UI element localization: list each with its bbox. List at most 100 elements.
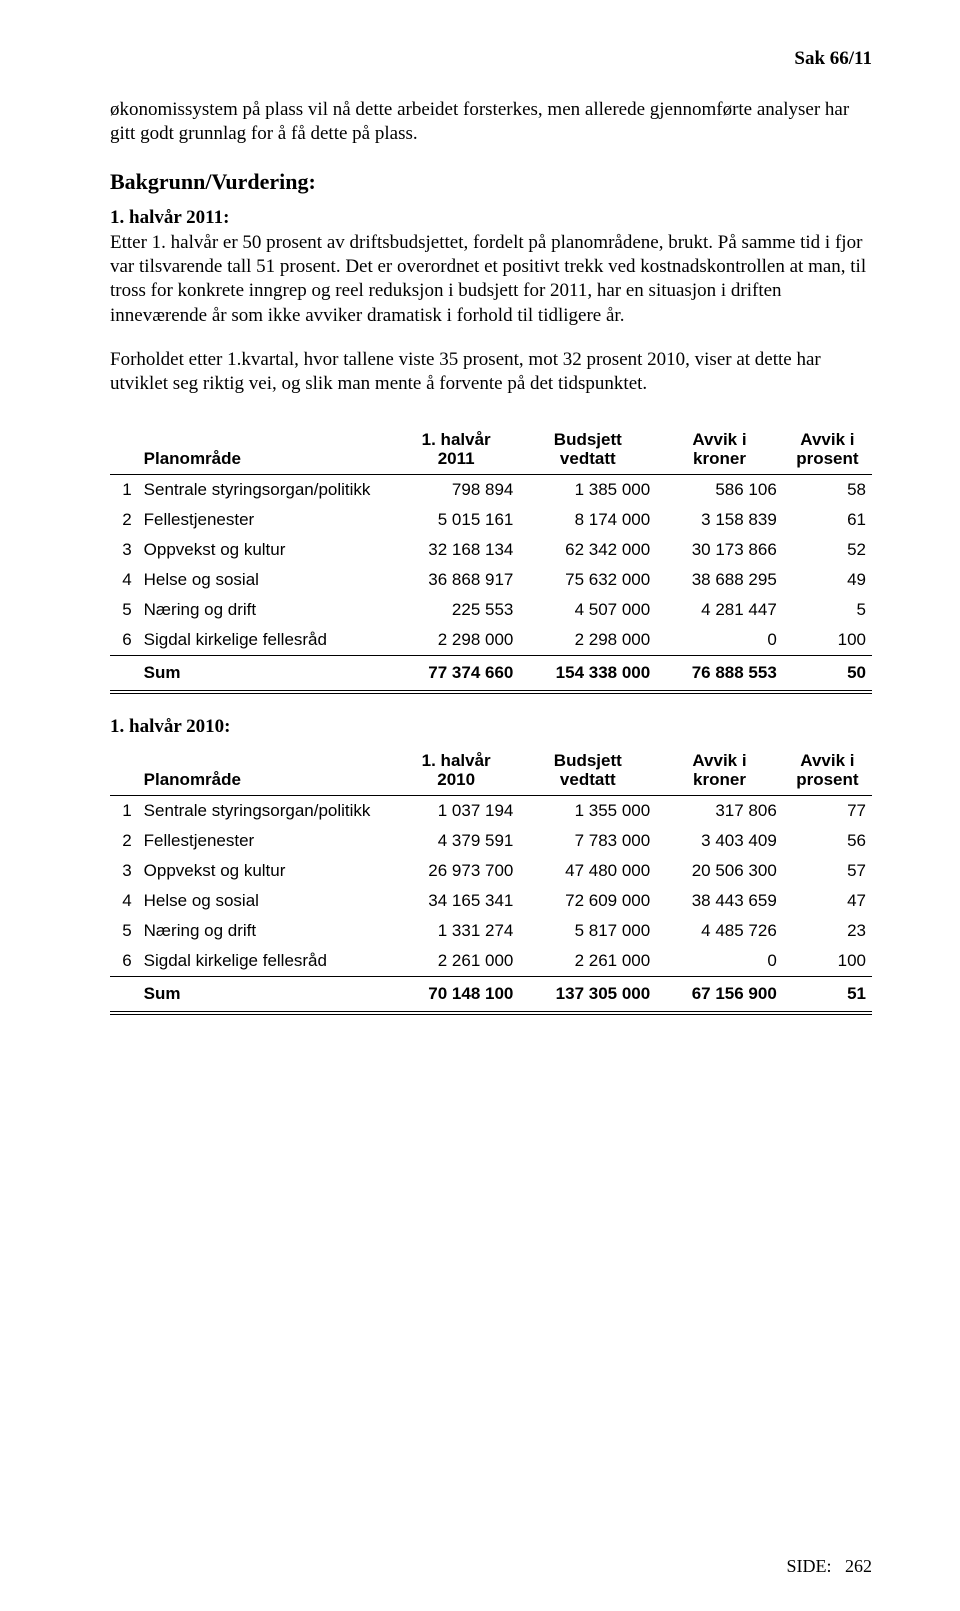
table-header-row: Planområde 1. halvår2011 Budsjettvedtatt… bbox=[110, 425, 872, 475]
th-planomrade: Planområde bbox=[138, 746, 393, 796]
cell-sum-c: 76 888 553 bbox=[656, 655, 783, 692]
cell-d: 77 bbox=[783, 795, 872, 826]
cell-name: Helse og sosial bbox=[138, 886, 393, 916]
cell-idx: 2 bbox=[110, 826, 138, 856]
cell-idx: 4 bbox=[110, 886, 138, 916]
table-2010-wrap: Planområde 1. halvår2010 Budsjettvedtatt… bbox=[110, 746, 872, 1015]
cell-c: 3 403 409 bbox=[656, 826, 783, 856]
th-avvik-pct: Avvik iprosent bbox=[783, 746, 872, 796]
cell-b: 5 817 000 bbox=[519, 916, 656, 946]
cell-a: 36 868 917 bbox=[393, 565, 519, 595]
cell-idx: 5 bbox=[110, 595, 138, 625]
cell-d: 47 bbox=[783, 886, 872, 916]
th-halvaar: 1. halvår2011 bbox=[393, 425, 519, 475]
cell-name: Oppvekst og kultur bbox=[138, 535, 393, 565]
cell-idx: 6 bbox=[110, 946, 138, 977]
cell-name: Helse og sosial bbox=[138, 565, 393, 595]
cell-sum-b: 154 338 000 bbox=[519, 655, 656, 692]
cell-d: 23 bbox=[783, 916, 872, 946]
th-budsjett: Budsjettvedtatt bbox=[519, 425, 656, 475]
cell-sum-c: 67 156 900 bbox=[656, 976, 783, 1013]
cell-a: 225 553 bbox=[393, 595, 519, 625]
cell-c: 30 173 866 bbox=[656, 535, 783, 565]
table-row: 1Sentrale styringsorgan/politikk798 8941… bbox=[110, 474, 872, 505]
cell-d: 5 bbox=[783, 595, 872, 625]
cell-b: 72 609 000 bbox=[519, 886, 656, 916]
cell-d: 100 bbox=[783, 625, 872, 656]
cell-name: Fellestjenester bbox=[138, 826, 393, 856]
cell-blank bbox=[110, 976, 138, 1013]
cell-b: 1 355 000 bbox=[519, 795, 656, 826]
cell-b: 1 385 000 bbox=[519, 474, 656, 505]
cell-c: 4 281 447 bbox=[656, 595, 783, 625]
cell-b: 75 632 000 bbox=[519, 565, 656, 595]
cell-idx: 3 bbox=[110, 856, 138, 886]
cell-name: Sentrale styringsorgan/politikk bbox=[138, 795, 393, 826]
cell-c: 3 158 839 bbox=[656, 505, 783, 535]
table-header-row: Planområde 1. halvår2010 Budsjettvedtatt… bbox=[110, 746, 872, 796]
cell-c: 38 443 659 bbox=[656, 886, 783, 916]
section-heading: Bakgrunn/Vurdering: bbox=[110, 169, 872, 195]
cell-d: 57 bbox=[783, 856, 872, 886]
cell-idx: 1 bbox=[110, 474, 138, 505]
table-row: 6Sigdal kirkelige fellesråd2 261 0002 26… bbox=[110, 946, 872, 977]
table-row: 6Sigdal kirkelige fellesråd2 298 0002 29… bbox=[110, 625, 872, 656]
cell-idx: 5 bbox=[110, 916, 138, 946]
table-sum-row: Sum77 374 660154 338 00076 888 55350 bbox=[110, 655, 872, 692]
cell-name: Sigdal kirkelige fellesråd bbox=[138, 946, 393, 977]
th-halvaar: 1. halvår2010 bbox=[393, 746, 519, 796]
th-blank bbox=[110, 746, 138, 796]
table-row: 2Fellestjenester5 015 1618 174 0003 158 … bbox=[110, 505, 872, 535]
table-row: 3Oppvekst og kultur32 168 13462 342 0003… bbox=[110, 535, 872, 565]
table-2011: Planområde 1. halvår2011 Budsjettvedtatt… bbox=[110, 425, 872, 694]
cell-idx: 1 bbox=[110, 795, 138, 826]
cell-name: Sentrale styringsorgan/politikk bbox=[138, 474, 393, 505]
cell-c: 0 bbox=[656, 625, 783, 656]
cell-idx: 6 bbox=[110, 625, 138, 656]
cell-sum-a: 70 148 100 bbox=[393, 976, 519, 1013]
cell-c: 0 bbox=[656, 946, 783, 977]
cell-b: 4 507 000 bbox=[519, 595, 656, 625]
th-planomrade: Planområde bbox=[138, 425, 393, 475]
table-2011-body: 1Sentrale styringsorgan/politikk798 8941… bbox=[110, 474, 872, 692]
cell-a: 5 015 161 bbox=[393, 505, 519, 535]
cell-d: 52 bbox=[783, 535, 872, 565]
cell-d: 56 bbox=[783, 826, 872, 856]
cell-b: 2 298 000 bbox=[519, 625, 656, 656]
cell-a: 4 379 591 bbox=[393, 826, 519, 856]
cell-idx: 3 bbox=[110, 535, 138, 565]
subheading-2011: 1. halvår 2011: bbox=[110, 207, 872, 229]
cell-sum-a: 77 374 660 bbox=[393, 655, 519, 692]
cell-sum-label: Sum bbox=[138, 655, 393, 692]
page: Sak 66/11 økonomissystem på plass vil nå… bbox=[0, 0, 960, 1611]
cell-a: 2 261 000 bbox=[393, 946, 519, 977]
cell-c: 38 688 295 bbox=[656, 565, 783, 595]
table-sum-row: Sum70 148 100137 305 00067 156 90051 bbox=[110, 976, 872, 1013]
cell-idx: 4 bbox=[110, 565, 138, 595]
cell-name: Næring og drift bbox=[138, 595, 393, 625]
table-row: 3Oppvekst og kultur26 973 70047 480 0002… bbox=[110, 856, 872, 886]
cell-a: 798 894 bbox=[393, 474, 519, 505]
cell-name: Næring og drift bbox=[138, 916, 393, 946]
cell-d: 61 bbox=[783, 505, 872, 535]
cell-a: 1 331 274 bbox=[393, 916, 519, 946]
cell-name: Sigdal kirkelige fellesråd bbox=[138, 625, 393, 656]
cell-c: 20 506 300 bbox=[656, 856, 783, 886]
cell-c: 317 806 bbox=[656, 795, 783, 826]
table-row: 1Sentrale styringsorgan/politikk1 037 19… bbox=[110, 795, 872, 826]
th-avvik-kr: Avvik ikroner bbox=[656, 746, 783, 796]
table-row: 5Næring og drift1 331 2745 817 0004 485 … bbox=[110, 916, 872, 946]
cell-a: 1 037 194 bbox=[393, 795, 519, 826]
cell-b: 2 261 000 bbox=[519, 946, 656, 977]
cell-b: 8 174 000 bbox=[519, 505, 656, 535]
cell-d: 100 bbox=[783, 946, 872, 977]
cell-b: 47 480 000 bbox=[519, 856, 656, 886]
table-row: 4Helse og sosial34 165 34172 609 00038 4… bbox=[110, 886, 872, 916]
table-row: 5Næring og drift225 5534 507 0004 281 44… bbox=[110, 595, 872, 625]
table-row: 2Fellestjenester4 379 5917 783 0003 403 … bbox=[110, 826, 872, 856]
cell-a: 2 298 000 bbox=[393, 625, 519, 656]
cell-blank bbox=[110, 655, 138, 692]
cell-c: 4 485 726 bbox=[656, 916, 783, 946]
table-2011-wrap: Planområde 1. halvår2011 Budsjettvedtatt… bbox=[110, 425, 872, 694]
cell-idx: 2 bbox=[110, 505, 138, 535]
